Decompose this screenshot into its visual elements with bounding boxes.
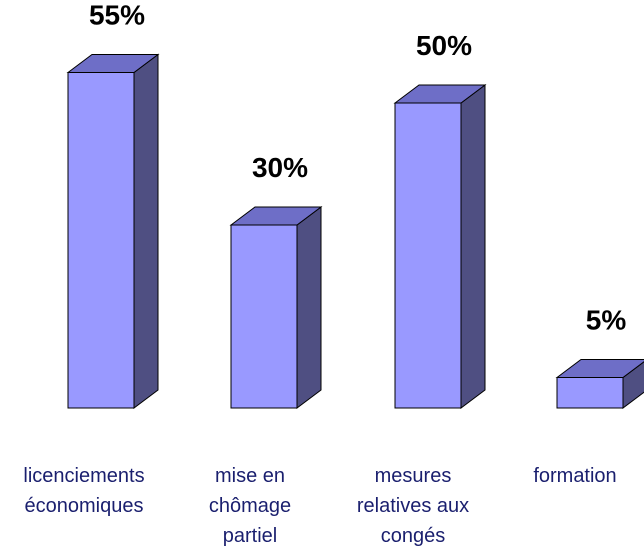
category-label-1: licenciements économiques	[23, 465, 144, 517]
bar-3	[393, 84, 487, 409]
category-label-line: formation	[533, 465, 616, 487]
data-label-3: 50%	[416, 30, 472, 61]
bar-4	[555, 359, 644, 409]
category-labels-group: licenciements économiques mise en chômage pa…	[23, 465, 616, 547]
category-label-line: licenciements	[23, 465, 144, 487]
data-label-4: 5%	[586, 305, 627, 336]
category-label-4: formation	[533, 465, 616, 487]
bar-front-face	[67, 72, 135, 409]
bar-side-face	[133, 53, 159, 409]
category-label-line: relatives aux	[357, 495, 469, 517]
data-label-1: 55%	[89, 0, 145, 31]
category-label-line: chômage	[209, 495, 291, 517]
category-label-2: mise en chômage partiel	[209, 465, 291, 547]
category-label-line: économiques	[25, 495, 144, 517]
bar-side-face	[460, 84, 486, 409]
bars-group	[66, 53, 644, 409]
data-label-2: 30%	[252, 152, 308, 183]
category-label-line: mesures	[375, 465, 452, 487]
bar-1	[66, 53, 160, 409]
bar-side-face	[296, 206, 322, 409]
bar-2	[229, 206, 323, 409]
bar-front-face	[230, 224, 298, 409]
category-label-line: partiel	[223, 525, 277, 547]
category-label-line: mise en	[215, 465, 285, 487]
category-label-3: mesures relatives aux congés	[357, 465, 469, 547]
value-labels-group: 55% 30% 50% 5%	[89, 0, 626, 336]
category-label-line: congés	[381, 525, 446, 547]
bar-front-face	[394, 102, 462, 409]
bar-front-face	[556, 377, 624, 409]
